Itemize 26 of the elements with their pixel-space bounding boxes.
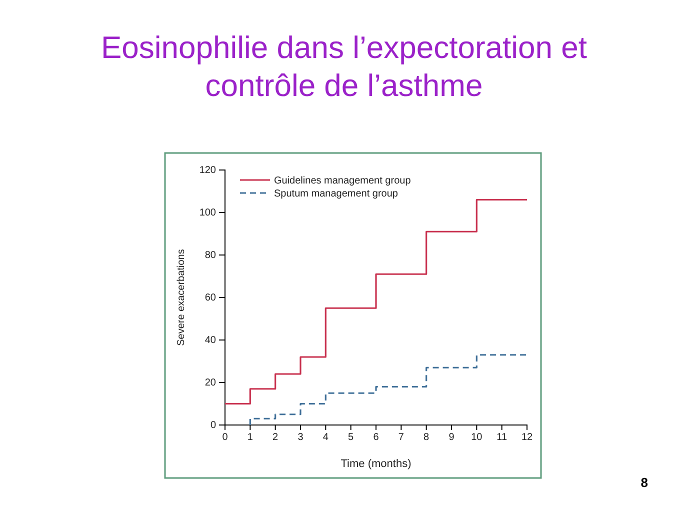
y-tick-label: 0 [210,420,216,432]
x-tick-label: 2 [272,432,279,444]
chart-title: Eosinophilie dans l’expectoration et contrôle de l’asthme [101,30,588,103]
text: 8 [640,475,648,490]
y-tick-label: 100 [199,208,216,219]
x-tick-label: 10 [471,432,483,444]
x-tick-label: 9 [448,432,455,444]
x-tick-label: 6 [373,432,380,444]
legend-label: Guidelines management group [274,176,412,186]
x-axis-title: Time (months) [340,458,412,470]
y-tick-label: 60 [204,292,216,304]
x-tick-label: 0 [222,432,228,444]
x-tick-label: 7 [398,432,404,444]
y-tick-label: 40 [204,335,216,346]
y-axis-title: Severe exacerbations [176,249,187,346]
y-tick-label: 80 [204,250,216,262]
x-tick-label: 1 [247,432,254,444]
y-tick-label: 20 [204,378,216,389]
x-tick-label: 5 [348,432,354,444]
legend-label: Sputum management group [274,188,398,200]
x-tick-label: 8 [424,432,430,444]
x-tick-label: 3 [298,432,304,444]
y-tick-label: 120 [199,165,216,176]
x-tick-label: 12 [521,432,533,444]
x-tick-label: 11 [496,432,508,444]
x-tick-label: 4 [322,432,329,444]
